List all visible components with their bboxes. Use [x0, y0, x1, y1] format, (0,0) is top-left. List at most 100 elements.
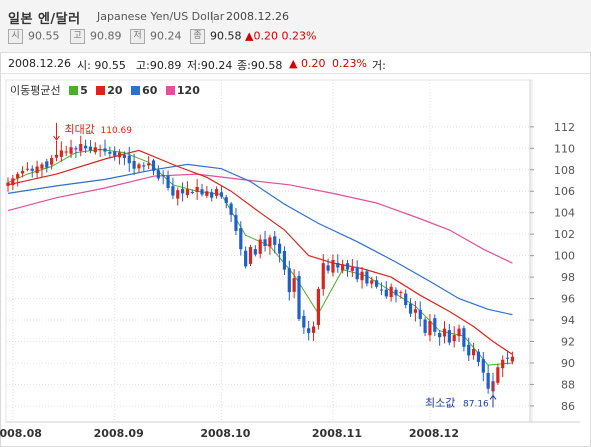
ma5-label: 5: [80, 84, 88, 97]
candle-body: [11, 178, 15, 186]
candle-body: [501, 359, 505, 369]
candle-body: [438, 332, 442, 338]
candle-body: [113, 151, 117, 156]
ma60-line: [7, 163, 513, 316]
candle-body: [375, 280, 379, 287]
instrument-subtitle: Japanese Yen/US Dollar: [97, 10, 225, 23]
candle-body: [462, 328, 466, 347]
min-value: 87.16: [463, 399, 489, 409]
candle-body: [205, 191, 209, 196]
candle-body: [253, 249, 257, 255]
y-tick-label: 100: [554, 250, 575, 263]
info-date: 2008.12.26: [8, 57, 71, 70]
min-arrow-icon: [489, 394, 497, 400]
candle-body: [181, 188, 185, 194]
candle-body: [16, 174, 20, 179]
ma120-swatch: [165, 86, 175, 95]
candle-body: [20, 170, 25, 174]
candle-body: [69, 147, 73, 154]
ma20-label: 20: [107, 84, 123, 97]
x-tick-label: 2008.09: [94, 427, 144, 440]
candle-body: [428, 321, 432, 336]
max-label: 최대값: [65, 123, 95, 136]
candle-body: [45, 161, 49, 168]
candle-body: [297, 276, 301, 319]
y-tick-label: 96: [561, 293, 575, 306]
candle-body: [350, 267, 354, 271]
x-axis: 2008.08 2008.09 2008.10 2008.11 2008.12: [0, 427, 459, 440]
candle-body: [476, 351, 481, 362]
ma20-swatch: [96, 86, 106, 95]
candle-body: [433, 318, 437, 332]
candle-body: [142, 165, 146, 167]
candle-body: [302, 315, 306, 328]
candle-body: [234, 215, 238, 231]
candle-body: [282, 251, 287, 270]
candle-body: [379, 289, 384, 291]
candle-body: [79, 144, 83, 152]
y-tick-label: 112: [554, 121, 575, 134]
candle-body: [467, 344, 471, 356]
candle-body: [200, 189, 204, 195]
info-low: 저:90.24: [187, 59, 233, 72]
candle-body: [355, 268, 359, 280]
info-pct: 0.23%: [332, 57, 367, 70]
candle-body: [84, 145, 88, 149]
ma120-label: 120: [176, 84, 200, 97]
ma120-line: [7, 173, 513, 264]
moving-average-lines: [7, 148, 513, 366]
instrument-title: 일본 엔/달러: [8, 12, 81, 27]
low-item: 저 90.24: [130, 29, 182, 44]
y-tick-label: 108: [554, 164, 575, 177]
candle-body: [452, 335, 456, 342]
candle-body: [151, 160, 156, 171]
candle-body: [64, 151, 68, 153]
y-tick-label: 90: [561, 357, 575, 370]
candle-body: [219, 192, 223, 197]
info-change: ▲ 0.20: [289, 57, 326, 70]
y-axis: 86 88 90 92 94 96 98 100 102 104 106 108 110 112: [530, 121, 575, 413]
candle-body: [74, 148, 78, 150]
candle-body: [413, 309, 417, 313]
y-tick-label: 104: [554, 207, 575, 220]
low-value: 90.24: [150, 29, 182, 43]
max-arrow-icon: [53, 135, 60, 141]
candle-body: [185, 189, 190, 196]
quote-date: 2008.12.26: [226, 10, 289, 23]
candle-body: [30, 168, 34, 171]
ma60-label: 60: [142, 84, 158, 97]
max-value: 110.69: [101, 126, 133, 136]
candle-body: [341, 264, 345, 271]
candle-body: [472, 349, 476, 356]
y-tick-label: 106: [554, 185, 575, 198]
candle-body: [326, 265, 330, 271]
x-tick-label: 2008.10: [200, 427, 250, 440]
candle-body: [336, 263, 340, 268]
candle-body: [214, 189, 219, 196]
candle-body: [229, 203, 233, 215]
change-value: ▲0.20 0.23%: [245, 29, 317, 43]
candle-body: [321, 263, 325, 290]
candle-body: [161, 175, 165, 177]
candle-body: [505, 357, 510, 359]
close-value: 90.58: [210, 29, 242, 43]
close-item: 종 90.58 ▲0.20 0.23%: [190, 29, 316, 44]
candle-body: [93, 147, 97, 153]
info-bar: 2008.12.26 시: 90.55 고:90.89 저:90.24 종:90…: [0, 56, 591, 74]
close-tag-icon: 종: [190, 29, 205, 44]
ma5-swatch: [69, 86, 79, 95]
ma5-line: [7, 148, 513, 366]
x-tick-label: 2008.08: [0, 427, 42, 440]
candle-body: [273, 236, 277, 245]
candle-body: [224, 197, 228, 204]
y-tick-label: 88: [561, 378, 575, 391]
header-divider: [212, 11, 213, 23]
candle-body: [481, 359, 485, 373]
candle-body: [316, 288, 320, 326]
candle-body: [40, 164, 44, 169]
ma-legend-label: 이동평균선: [10, 84, 61, 97]
candle-body: [399, 292, 403, 294]
x-tick-label: 2008.11: [312, 427, 362, 440]
candle-body: [122, 154, 126, 158]
